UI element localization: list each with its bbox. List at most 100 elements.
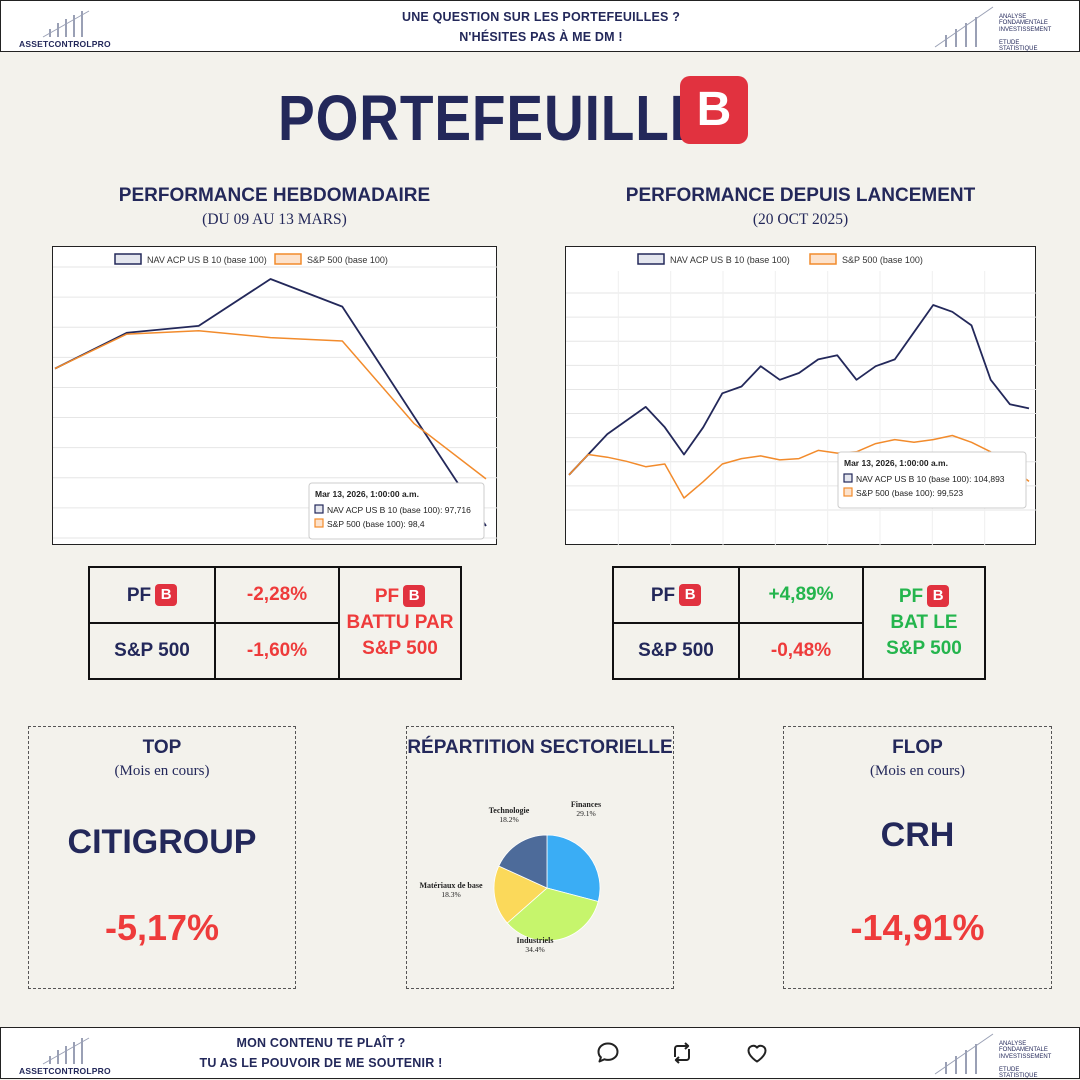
tooltip-row: NAV ACP US B 10 (base 100): 97,716 xyxy=(327,505,471,515)
pie-percentage: 18.3% xyxy=(441,890,460,899)
pie-slice-finances[interactable] xyxy=(546,834,601,902)
sector-card: RÉPARTITION SECTORIELLE Finances 29.1% Ind… xyxy=(406,726,674,989)
tag-investissement: INVESTISSEMENT xyxy=(999,27,1052,33)
verdict-line2: BAT LE xyxy=(890,612,958,633)
tooltip-swatch xyxy=(314,518,324,528)
weekly-performance-table: PF B -2,28% PF B BATTU PAR S&P 500 S&P 500… xyxy=(88,566,462,680)
tooltip-box xyxy=(308,482,485,540)
legend-swatch xyxy=(637,253,665,265)
verdict-pf: PF xyxy=(898,586,924,607)
verdict-line2: BATTU PAR xyxy=(346,612,454,633)
logo-bars-icon xyxy=(42,10,90,38)
legend-item[interactable]: NAV ACP US B 10 (base 100) xyxy=(637,253,790,265)
table-row: PF B +4,89% PF B BAT LE S&P 500 xyxy=(612,566,986,680)
header-tags: ANALYSE FONDAMENTALE INVESTISSEMENT ETUD… xyxy=(933,5,1057,52)
logo-bars-icon xyxy=(42,1037,90,1065)
top-card: TOP (Mois en cours) CITIGROUP -5,17% xyxy=(28,726,296,989)
table-row: S&P 500 -0,48% xyxy=(612,622,985,680)
chart-legend: NAV ACP US B 10 (base 100) S&P 500 (base … xyxy=(637,253,923,265)
top-stock-name: CITIGROUP xyxy=(67,823,257,861)
verdict-cell: PF B BAT LE S&P 500 xyxy=(862,566,986,680)
pie-label: Finances xyxy=(571,800,601,809)
verdict-pf: PF xyxy=(374,586,400,607)
legend-item[interactable]: S&P 500 (base 100) xyxy=(274,253,388,265)
page-title: PORTEFEUILLE xyxy=(278,82,708,154)
sp-label: S&P 500 xyxy=(88,622,216,680)
brand-logo[interactable]: ASSETCONTROLPRO xyxy=(19,7,129,49)
pf-value: -2,28% xyxy=(214,566,340,624)
verdict-line3: S&P 500 xyxy=(886,638,962,659)
top-title: TOP xyxy=(142,737,182,758)
verdict-line1: PF B xyxy=(864,584,984,610)
verdict-badge: B xyxy=(403,585,426,607)
footer-message: MON CONTENU TE PLAÎT ? TU AS LE POUVOIR … xyxy=(171,1033,471,1073)
sector-title: RÉPARTITION SECTORIELLE xyxy=(407,737,673,758)
verdict-cell: PF B BATTU PAR S&P 500 xyxy=(338,566,462,680)
since-launch-subtitle: (20 OCT 2025) xyxy=(752,211,849,228)
pie-percentage: 34.4% xyxy=(525,945,544,954)
tag-etude: ETUDE STATISTIQUE xyxy=(999,1067,1038,1079)
logo-text: ASSETCONTROLPRO xyxy=(19,39,111,49)
pie-slice-mat-riaux-de-base[interactable] xyxy=(493,865,548,924)
legend-swatch xyxy=(274,253,302,265)
footer-bar: ASSETCONTROLPRO MON CONTENU TE PLAÎT ? T… xyxy=(0,1027,1080,1079)
flop-card: FLOP (Mois en cours) CRH -14,91% xyxy=(783,726,1052,989)
flop-stock-value: -14,91% xyxy=(850,907,985,948)
weekly-chart[interactable]: NAV ACP US B 10 (base 100) S&P 500 (base … xyxy=(52,246,498,546)
pf-label: PF xyxy=(650,584,676,606)
like-icon[interactable] xyxy=(744,1040,770,1066)
tag-investissement: INVESTISSEMENT xyxy=(999,1054,1052,1060)
tooltip-box xyxy=(837,451,1027,509)
pie-label: Industriels xyxy=(517,936,554,945)
weekly-title: PERFORMANCE HEBDOMADAIRE xyxy=(118,185,431,206)
tag-analyse: ANALYSE FONDAMENTALE xyxy=(999,1041,1048,1053)
series-line-nav[interactable] xyxy=(54,278,487,527)
since-launch-chart-svg[interactable]: NAV ACP US B 10 (base 100) S&P 500 (base … xyxy=(566,247,1037,546)
weekly-chart-svg[interactable]: NAV ACP US B 10 (base 100) S&P 500 (base … xyxy=(53,247,498,546)
pf-badge: B xyxy=(679,583,702,606)
legend-label: NAV ACP US B 10 (base 100) xyxy=(147,255,267,265)
tooltip-row: S&P 500 (base 100): 98,4 xyxy=(327,519,425,529)
pie-label: Matériaux de base xyxy=(419,881,483,890)
tag-analyse: ANALYSE FONDAMENTALE xyxy=(999,14,1048,26)
portfolio-badge: B xyxy=(680,76,748,144)
repost-icon[interactable] xyxy=(669,1040,695,1066)
pie-percentage: 29.1% xyxy=(576,809,595,818)
weekly-subtitle: (DU 09 AU 13 MARS) xyxy=(202,211,347,228)
tooltip-row: S&P 500 (base 100): 99,523 xyxy=(856,488,963,498)
since-launch-performance-table: PF B +4,89% PF B BAT LE S&P 500 S&P 500 -0… xyxy=(612,566,986,680)
sp-value: -1,60% xyxy=(214,622,340,680)
pie-slice-technologie[interactable] xyxy=(498,834,548,889)
tooltip-row: NAV ACP US B 10 (base 100): 104,893 xyxy=(856,474,1005,484)
chart-legend: NAV ACP US B 10 (base 100) S&P 500 (base … xyxy=(114,253,388,265)
series-line-sp500[interactable] xyxy=(54,329,487,480)
verdict-badge: B xyxy=(927,585,950,607)
brand-logo[interactable]: ASSETCONTROLPRO xyxy=(19,1034,129,1076)
flop-title: FLOP xyxy=(892,737,943,758)
series-line-sp500[interactable] xyxy=(568,434,1030,499)
footer-tags: ANALYSE FONDAMENTALE INVESTISSEMENT ETUD… xyxy=(933,1032,1057,1079)
legend-item[interactable]: S&P 500 (base 100) xyxy=(809,253,923,265)
legend-swatch xyxy=(114,253,142,265)
legend-label: NAV ACP US B 10 (base 100) xyxy=(670,255,790,265)
legend-item[interactable]: NAV ACP US B 10 (base 100) xyxy=(114,253,267,265)
pf-badge: B xyxy=(155,583,178,606)
series-line-nav[interactable] xyxy=(568,304,1030,476)
sp-value: -0,48% xyxy=(738,622,864,680)
table-row: PF B -2,28% PF B BATTU PAR S&P 500 xyxy=(88,566,462,680)
pf-label: PF xyxy=(126,584,152,606)
table-row: S&P 500 -1,60% xyxy=(88,622,461,680)
legend-label: S&P 500 (base 100) xyxy=(842,255,923,265)
tooltip-date: Mar 13, 2026, 1:00:00 a.m. xyxy=(315,489,419,499)
pie-label: Technologie xyxy=(489,806,530,815)
logo-text: ASSETCONTROLPRO xyxy=(19,1066,111,1076)
logo-bars-icon xyxy=(934,6,994,48)
since-launch-chart[interactable]: NAV ACP US B 10 (base 100) S&P 500 (base … xyxy=(565,246,1037,546)
pie-slice-industriels[interactable] xyxy=(506,887,599,942)
sp-label: S&P 500 xyxy=(612,622,740,680)
comment-icon[interactable] xyxy=(595,1040,621,1066)
footer-message-line1: MON CONTENU TE PLAÎT ? xyxy=(236,1036,406,1050)
header-bar: ASSETCONTROLPRO UNE QUESTION SUR LES POR… xyxy=(0,0,1080,52)
footer-message-line2: TU AS LE POUVOIR DE ME SOUTENIR ! xyxy=(199,1056,443,1070)
